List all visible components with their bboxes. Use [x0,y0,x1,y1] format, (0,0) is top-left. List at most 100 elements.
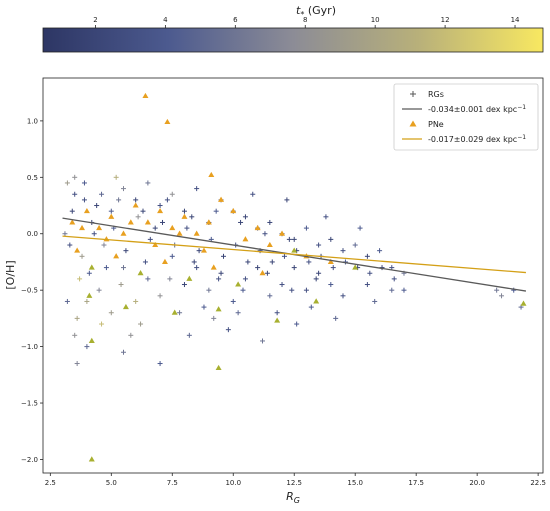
rg-point [274,310,280,316]
rg-point [291,265,297,271]
rg-point [401,287,407,293]
rg-point [64,180,70,186]
y-tick-label: 0.0 [27,230,38,238]
rg-point [120,265,126,271]
rg-point [194,186,200,192]
rg-point [69,208,75,214]
rg-point [330,265,336,271]
rg-point [160,219,166,225]
pne-point [200,247,207,253]
pne-point [83,207,90,214]
rg-point [152,225,158,231]
rg-point [128,332,134,338]
pne-point [74,247,81,253]
rg-point [177,310,183,316]
pne-point [120,230,127,236]
rg-point [316,270,322,276]
pne-point [127,219,134,225]
rg-point [367,270,373,276]
rg-point [308,304,314,310]
y-tick-label: −1.0 [21,343,38,351]
rg-point [372,298,378,304]
pne-point [327,258,334,264]
rg-point [267,293,273,299]
rg-point [235,310,241,316]
pne-point [208,171,215,178]
pne-point [242,236,249,242]
pne-point [79,224,86,231]
pne-point [215,364,222,371]
legend-fit-pne-label: -0.017±0.029 dex kpc−1 [428,134,526,144]
pne-point [69,219,76,225]
fit-line-pne [62,235,526,274]
pne-point [313,298,320,304]
x-axis-label: RG [286,490,300,505]
rg-point [303,225,309,231]
x-axis-ticks: 2.5 5.0 7.5 10.0 12.5 15.0 17.5 20.0 22.5 [45,473,546,487]
y-axis-label: [O/H] [4,260,17,289]
legend-rg-label: RGs [428,90,444,99]
rg-point [74,361,80,367]
rg-point [323,214,329,220]
colorbar-tick-label: 14 [511,16,520,24]
rg-point [67,242,73,248]
rg-point [284,197,290,203]
rg-point [281,253,287,259]
pne-point [352,264,359,270]
rg-point [120,349,126,355]
pne-point [142,92,149,99]
legend-frame [393,83,539,151]
rg-point [72,332,78,338]
pne-point [520,300,527,306]
pne-point [230,207,237,214]
y-tick-label: −2.0 [21,456,38,464]
rg-point [169,253,175,259]
rg-point [286,236,292,242]
rg-point [213,208,219,214]
pne-point [86,292,93,298]
pne-point [181,213,188,219]
rg-point [145,276,151,282]
rg-point [157,361,163,367]
legend-pne-label: PNe [428,120,444,129]
rg-point [99,321,105,327]
rg-point [157,293,163,299]
rg-point [72,191,78,197]
rg-point [289,287,295,293]
x-tick-label: 15.0 [347,479,363,487]
colorbar-tick-label: 2 [93,16,97,24]
rg-point [194,265,200,271]
colorbar-label: t* (Gyr) [296,4,336,19]
rg-point [220,253,226,259]
x-tick-label: 12.5 [286,479,302,487]
rg-point [225,327,231,333]
rg-point [306,259,312,265]
rg-point [377,248,383,254]
pne-point [169,224,176,231]
rg-point [157,203,163,209]
pne-point [218,196,225,202]
rg-point [333,315,339,321]
colorbar: t* (Gyr) 2 4 6 8 10 12 14 [42,4,544,53]
pne-point [88,264,95,270]
rg-point [133,298,139,304]
colorbar-gradient [42,27,544,53]
rg-point [211,315,217,321]
x-tick-label: 17.5 [408,479,424,487]
rg-point [86,270,92,276]
rg-point [101,242,107,248]
pne-point [176,230,183,236]
rg-point [64,298,70,304]
rg-point [84,344,90,350]
pne-point [152,241,159,248]
colorbar-tick-label: 6 [233,16,238,24]
colorbar-tick-label: 8 [303,16,307,24]
colorbar-ticks: 2 4 6 8 10 12 14 [93,16,520,28]
pne-point [210,264,217,270]
pne-point [235,281,242,287]
rg-point [189,214,195,220]
rg-point [91,231,97,237]
rg-point [84,298,90,304]
pne-point [193,230,200,236]
rg-point [181,208,187,214]
